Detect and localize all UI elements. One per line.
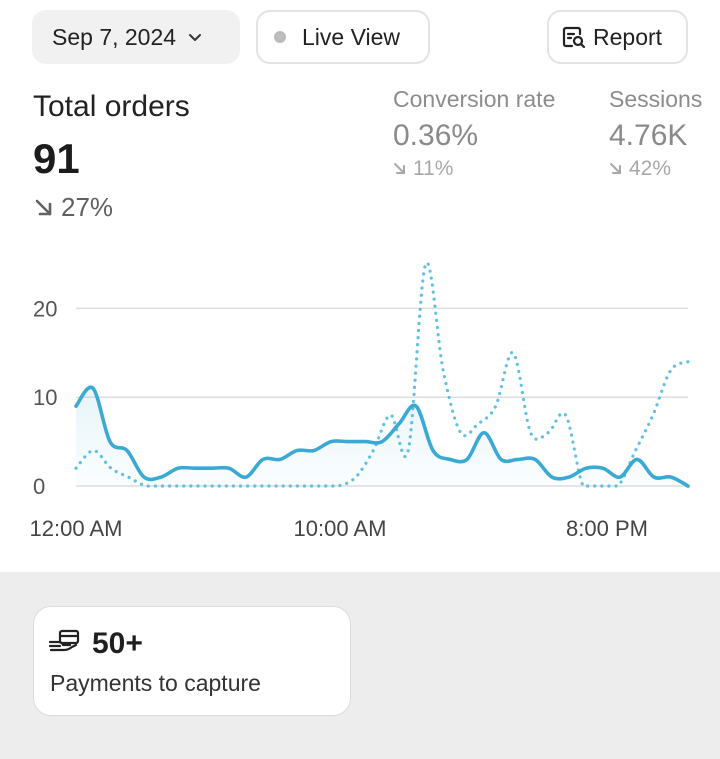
x-tick-label: 12:00 AM — [30, 516, 123, 541]
sessions-value: 4.76K — [609, 119, 688, 152]
date-label: Sep 7, 2024 — [52, 23, 177, 50]
y-tick-label: 10 — [33, 385, 57, 410]
live-view-button[interactable]: Live View — [256, 10, 430, 64]
date-picker-button[interactable]: Sep 7, 2024 — [32, 10, 240, 64]
conversion-rate-label: Conversion rate — [393, 86, 556, 112]
report-label: Report — [593, 23, 663, 50]
conversion-rate-value: 0.36% — [393, 119, 479, 152]
arrow-down-right-icon — [394, 163, 405, 174]
series-area — [76, 387, 688, 486]
total-orders-change-value: 27% — [61, 192, 114, 222]
total-orders-title[interactable]: Total orders — [33, 90, 190, 123]
chevron-down-icon — [186, 28, 204, 46]
arrow-down-right-icon — [610, 163, 621, 174]
sessions-change: 42% — [609, 157, 702, 181]
report-button[interactable]: Report — [547, 10, 688, 64]
report-search-icon — [561, 24, 587, 50]
conversion-rate-change: 11% — [393, 157, 555, 181]
dot-icon — [274, 31, 286, 43]
x-tick-label: 10:00 AM — [294, 516, 387, 541]
total-orders-change: 27% — [33, 192, 113, 223]
sessions-metric[interactable]: Sessions 4.76K 42% — [609, 86, 702, 181]
payments-count: 50+ — [92, 627, 143, 660]
y-tick-label: 0 — [33, 474, 45, 499]
conversion-rate-metric[interactable]: Conversion rate 0.36% 11% — [393, 86, 555, 181]
orders-line-chart[interactable]: 0 10 20 12:00 AM 10:00 AM 8:00 PM — [0, 240, 720, 560]
arrow-down-right-icon — [35, 199, 52, 215]
y-tick-label: 20 — [33, 296, 57, 321]
current-series-line — [74, 385, 690, 488]
x-tick-label: 8:00 PM — [566, 516, 648, 541]
total-orders-value: 91 — [33, 135, 80, 182]
sessions-label: Sessions — [609, 86, 703, 112]
sessions-change-value: 42% — [629, 157, 672, 180]
conversion-rate-change-value: 11% — [413, 157, 454, 180]
hand-card-icon — [48, 628, 82, 661]
live-view-label: Live View — [302, 23, 401, 50]
payments-label: Payments to capture — [50, 670, 261, 696]
payments-to-capture-card[interactable]: 50+ Payments to capture — [33, 606, 351, 716]
